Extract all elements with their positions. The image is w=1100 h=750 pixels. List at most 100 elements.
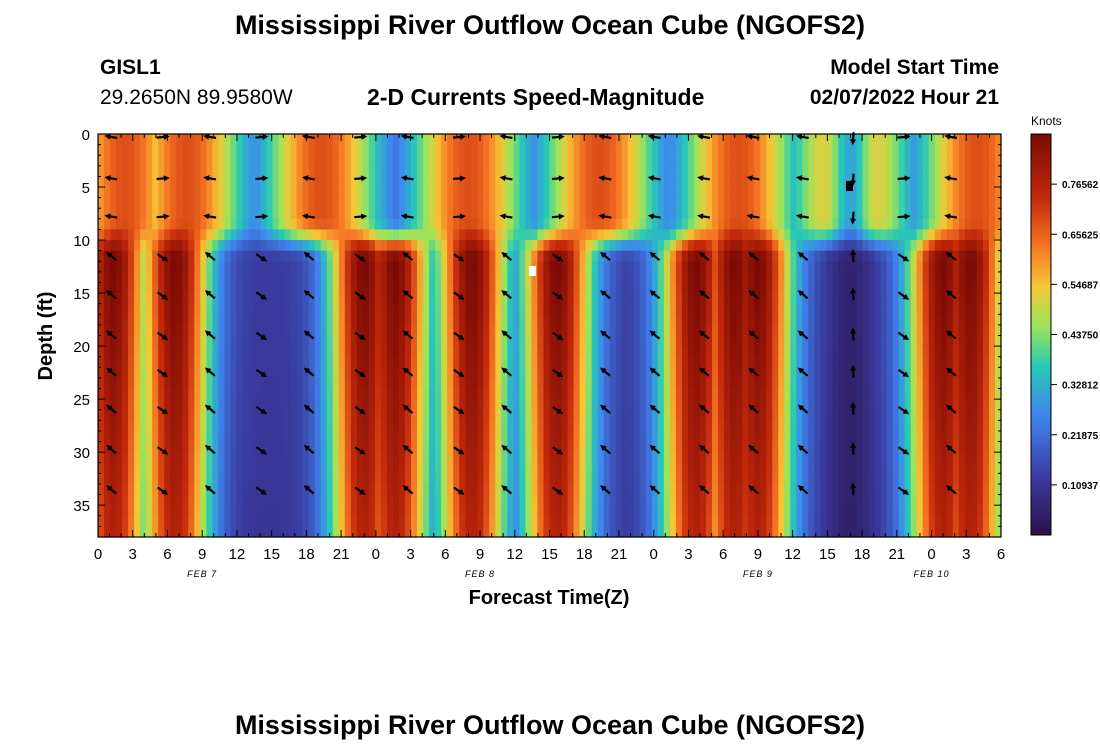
heatmap-cell — [718, 314, 725, 326]
heatmap-cell — [230, 303, 238, 315]
heatmap-cell — [742, 240, 749, 252]
heatmap-cell — [501, 271, 508, 284]
heatmap-cell — [501, 314, 508, 326]
heatmap-cell — [639, 271, 647, 284]
heatmap-cell — [320, 176, 328, 188]
heatmap-cell — [693, 388, 701, 400]
heatmap-cell — [308, 197, 316, 209]
heatmap-cell — [278, 494, 286, 506]
heatmap-cell — [386, 505, 394, 517]
heatmap-cell — [435, 314, 442, 326]
heatmap-cell — [675, 314, 683, 326]
heatmap-cell — [146, 399, 153, 411]
heatmap-cell — [549, 197, 557, 209]
heatmap-cell — [200, 314, 207, 326]
heatmap-cell — [116, 250, 123, 262]
heatmap-cell — [374, 271, 382, 284]
heatmap-cell — [657, 367, 665, 379]
heatmap-cell — [826, 462, 834, 474]
heatmap-cell — [838, 367, 846, 379]
heatmap-cell — [832, 197, 840, 209]
heatmap-cell — [350, 271, 358, 284]
heatmap-cell — [663, 134, 671, 146]
heatmap-cell — [374, 526, 382, 538]
heatmap-cell — [579, 505, 587, 517]
heatmap-cell — [242, 356, 250, 368]
heatmap-cell — [615, 505, 623, 517]
heatmap-cell — [748, 409, 755, 421]
heatmap-cell — [633, 356, 641, 368]
heatmap-cell — [194, 409, 201, 421]
heatmap-cell — [880, 420, 888, 432]
heatmap-cell — [212, 303, 219, 315]
heatmap-cell — [573, 250, 581, 262]
heatmap-cell — [609, 430, 617, 443]
heatmap-cell — [742, 462, 749, 474]
heatmap-cell — [874, 526, 882, 538]
heatmap-cell — [519, 505, 527, 517]
heatmap-cell — [392, 144, 400, 156]
heatmap-cell — [675, 505, 683, 517]
heatmap-cell — [374, 377, 382, 390]
heatmap-cell — [158, 515, 165, 527]
heatmap-cell — [176, 134, 183, 146]
heatmap-cell — [501, 144, 508, 156]
heatmap-cell — [441, 452, 448, 464]
heatmap-cell — [134, 282, 141, 294]
heatmap-cell — [308, 218, 316, 231]
heatmap-cell — [110, 515, 117, 527]
heatmap-cell — [368, 229, 376, 241]
heatmap-cell — [579, 420, 587, 432]
heatmap-cell — [423, 377, 430, 390]
heatmap-cell — [266, 261, 274, 273]
heatmap-cell — [862, 229, 870, 241]
heatmap-cell — [338, 261, 346, 273]
heatmap-cell — [284, 155, 292, 167]
heatmap-cell — [224, 452, 232, 464]
heatmap-cell — [760, 335, 767, 347]
heatmap-cell — [531, 282, 539, 294]
heatmap-cell — [772, 494, 779, 506]
heatmap-cell — [338, 452, 346, 464]
heatmap-cell — [784, 409, 791, 421]
heatmap-cell — [766, 441, 773, 453]
heatmap-cell — [687, 473, 695, 485]
heatmap-cell — [868, 155, 876, 167]
heatmap-cell — [489, 346, 496, 358]
heatmap-cell — [441, 282, 448, 294]
heatmap-cell — [236, 314, 244, 326]
heatmap-cell — [495, 187, 502, 199]
heatmap-cell — [567, 271, 575, 284]
heatmap-cell — [784, 515, 791, 527]
heatmap-cell — [278, 176, 286, 188]
heatmap-cell — [651, 293, 659, 305]
heatmap-cell — [314, 324, 322, 337]
heatmap-cell — [784, 462, 791, 474]
heatmap-cell — [230, 176, 238, 188]
heatmap-cell — [567, 441, 575, 453]
heatmap-cell — [459, 229, 466, 241]
heatmap-cell — [573, 261, 581, 273]
heatmap-cell — [188, 356, 195, 368]
heatmap-cell — [718, 240, 725, 252]
heatmap-cell — [693, 282, 701, 294]
heatmap-cell — [549, 282, 557, 294]
heatmap-cell — [868, 144, 876, 156]
heatmap-cell — [399, 165, 406, 178]
heatmap-cell — [447, 324, 454, 337]
heatmap-cell — [856, 483, 864, 496]
heatmap-cell — [194, 250, 201, 262]
heatmap-cell — [182, 303, 189, 315]
heatmap-cell — [146, 346, 153, 358]
heatmap-cell — [170, 208, 177, 220]
heatmap-cell — [718, 505, 725, 517]
heatmap-cell — [392, 473, 400, 485]
heatmap-cell — [718, 452, 725, 464]
heatmap-cell — [766, 335, 773, 347]
heatmap-cell — [411, 314, 418, 326]
heatmap-cell — [651, 271, 659, 284]
heatmap-cell — [814, 526, 821, 538]
heatmap-cell — [681, 293, 689, 305]
heatmap-cell — [98, 144, 105, 156]
heatmap-cell — [362, 155, 370, 167]
